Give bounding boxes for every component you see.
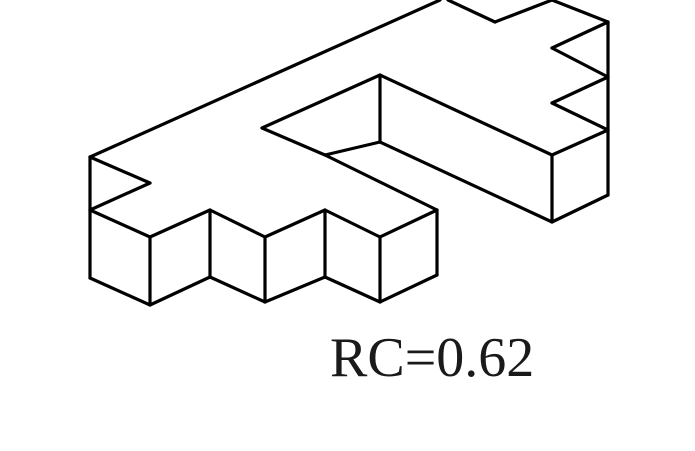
figure-caption: RC=0.62 xyxy=(330,327,535,389)
figure-edge xyxy=(550,128,610,157)
figure-edge xyxy=(550,75,610,105)
figure-edge xyxy=(550,20,610,50)
figure-edge xyxy=(323,275,382,304)
figure-edge xyxy=(88,208,152,239)
figure-edge xyxy=(263,208,327,239)
figure-edge xyxy=(148,275,212,307)
figure-edge xyxy=(260,126,327,157)
figure-edge xyxy=(323,208,382,239)
figure-edge xyxy=(378,273,439,304)
figure-edge xyxy=(260,73,382,130)
figure-edge xyxy=(550,0,610,24)
figure-edge xyxy=(378,73,554,157)
figure-edge xyxy=(323,140,382,157)
figure-edge xyxy=(263,275,327,304)
figure-edge xyxy=(208,208,267,239)
figure-edge xyxy=(208,275,267,304)
figure-edge xyxy=(88,0,442,159)
figure-edge xyxy=(378,140,554,224)
figure-edge xyxy=(378,208,439,239)
figure-edge xyxy=(446,0,497,24)
figure-edge xyxy=(88,155,152,185)
figure-edge xyxy=(550,193,610,224)
figure-edge xyxy=(148,208,212,239)
figure-edge xyxy=(88,181,152,212)
figure-edge xyxy=(88,276,152,307)
figure-edge xyxy=(493,0,554,24)
figure-edge xyxy=(550,101,610,132)
figure-edge xyxy=(550,46,610,79)
figure-edge xyxy=(323,153,439,212)
